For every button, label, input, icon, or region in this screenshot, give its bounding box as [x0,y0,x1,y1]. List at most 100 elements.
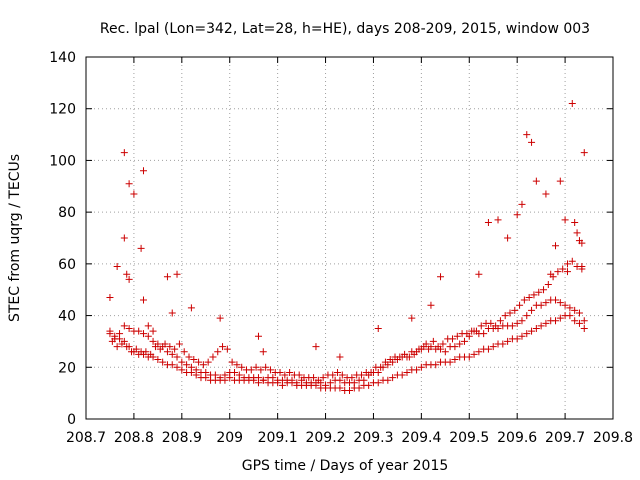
data-point [499,340,507,348]
data-point [149,337,157,345]
data-point [108,337,116,345]
data-point [149,327,157,335]
data-point [195,358,203,366]
y-tick-label: 100 [49,153,76,169]
data-point [518,317,526,325]
data-point [168,361,176,369]
data-point [113,343,121,351]
data-markers [106,100,588,395]
data-point [405,353,413,361]
data-point [214,348,222,356]
data-point [233,361,241,369]
data-point [221,371,229,379]
y-tick-label: 60 [58,257,76,273]
data-point [252,363,260,371]
data-point [223,345,231,353]
data-point [346,387,353,395]
data-point [216,374,224,382]
data-point [326,379,334,387]
data-point [180,348,188,356]
x-tick-label: 209.3 [353,430,393,446]
data-point [511,306,519,314]
data-point [504,337,512,345]
x-tick-label: 208.9 [162,430,202,446]
data-point [178,366,186,374]
data-point [204,358,212,366]
data-point [144,332,152,340]
data-point [580,317,588,325]
data-point [417,363,425,371]
data-point [336,384,344,392]
data-point [365,381,373,389]
x-tick-label: 208.7 [66,430,106,446]
data-point [269,374,277,382]
data-point [161,340,169,348]
data-point [429,337,437,345]
data-point [523,330,531,338]
data-point [190,356,198,364]
x-tick-label: 209 [216,430,243,446]
plot-frame [85,56,614,420]
data-point [173,363,181,371]
data-point [580,325,588,332]
data-point [540,286,548,294]
data-point [336,376,344,384]
y-tick-label: 80 [58,205,76,221]
data-point [125,275,133,283]
data-point [257,366,265,374]
data-point [552,317,560,325]
data-point [506,309,514,317]
data-point [314,376,322,384]
data-point [163,273,171,281]
data-point [254,332,262,340]
data-point [463,330,471,338]
data-point [192,366,200,374]
data-point [154,356,162,364]
data-point [139,296,147,304]
data-point [374,368,382,376]
data-point [231,368,239,376]
data-point [410,350,418,358]
data-point [434,343,442,351]
y-tick-label: 20 [58,360,76,376]
data-point [432,361,440,369]
data-point [185,353,193,361]
data-point [219,343,227,351]
data-point [563,260,571,268]
data-point [144,322,152,330]
data-point [156,345,164,353]
data-point [513,319,521,327]
data-point [118,340,126,348]
data-point [578,262,586,270]
data-point [532,177,540,185]
data-point [494,216,502,224]
data-point [125,180,133,188]
data-point [523,312,531,320]
data-point [228,358,236,366]
data-point [171,345,179,353]
data-point [566,304,574,312]
data-point [338,371,346,379]
data-point [173,353,181,361]
data-point [552,296,560,304]
data-point [492,322,500,330]
data-point [322,381,330,389]
data-point [116,330,124,338]
data-point [561,301,569,309]
data-point [556,299,564,307]
data-point [532,325,540,332]
data-point [513,211,521,219]
data-point [135,327,143,335]
data-point [501,312,509,320]
data-point [537,322,545,330]
data-point [123,270,131,278]
data-point [518,200,526,208]
data-point [451,343,459,351]
data-point [413,366,421,374]
data-point [401,350,409,358]
data-point [571,218,579,226]
data-point [120,234,128,242]
data-point [578,239,586,247]
data-point [319,374,327,382]
